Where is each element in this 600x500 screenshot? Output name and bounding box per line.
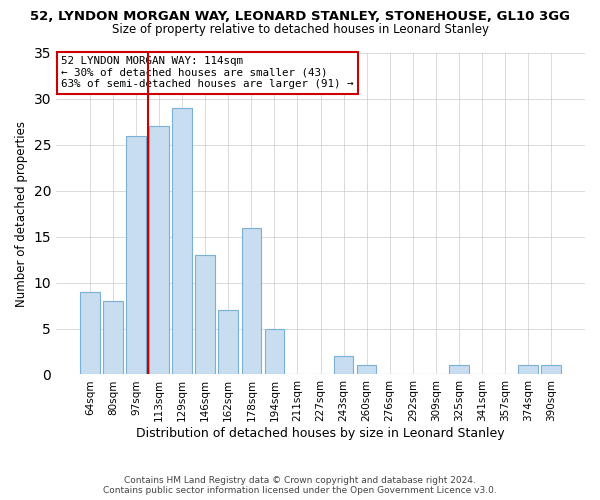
Text: 52, LYNDON MORGAN WAY, LEONARD STANLEY, STONEHOUSE, GL10 3GG: 52, LYNDON MORGAN WAY, LEONARD STANLEY, … [30,10,570,23]
Bar [126,136,146,374]
Bar [541,366,561,374]
X-axis label: Distribution of detached houses by size in Leonard Stanley: Distribution of detached houses by size … [136,427,505,440]
Bar [242,228,261,374]
Bar [172,108,192,374]
Bar [449,366,469,374]
Bar [218,310,238,374]
Text: Size of property relative to detached houses in Leonard Stanley: Size of property relative to detached ho… [112,22,488,36]
Bar [103,301,123,374]
Bar [357,366,376,374]
Bar [265,328,284,374]
Text: Contains HM Land Registry data © Crown copyright and database right 2024.
Contai: Contains HM Land Registry data © Crown c… [103,476,497,495]
Y-axis label: Number of detached properties: Number of detached properties [15,120,28,306]
Bar [80,292,100,374]
Bar [196,255,215,374]
Bar [334,356,353,374]
Text: 52 LYNDON MORGAN WAY: 114sqm
← 30% of detached houses are smaller (43)
63% of se: 52 LYNDON MORGAN WAY: 114sqm ← 30% of de… [61,56,354,90]
Bar [149,126,169,374]
Bar [518,366,538,374]
